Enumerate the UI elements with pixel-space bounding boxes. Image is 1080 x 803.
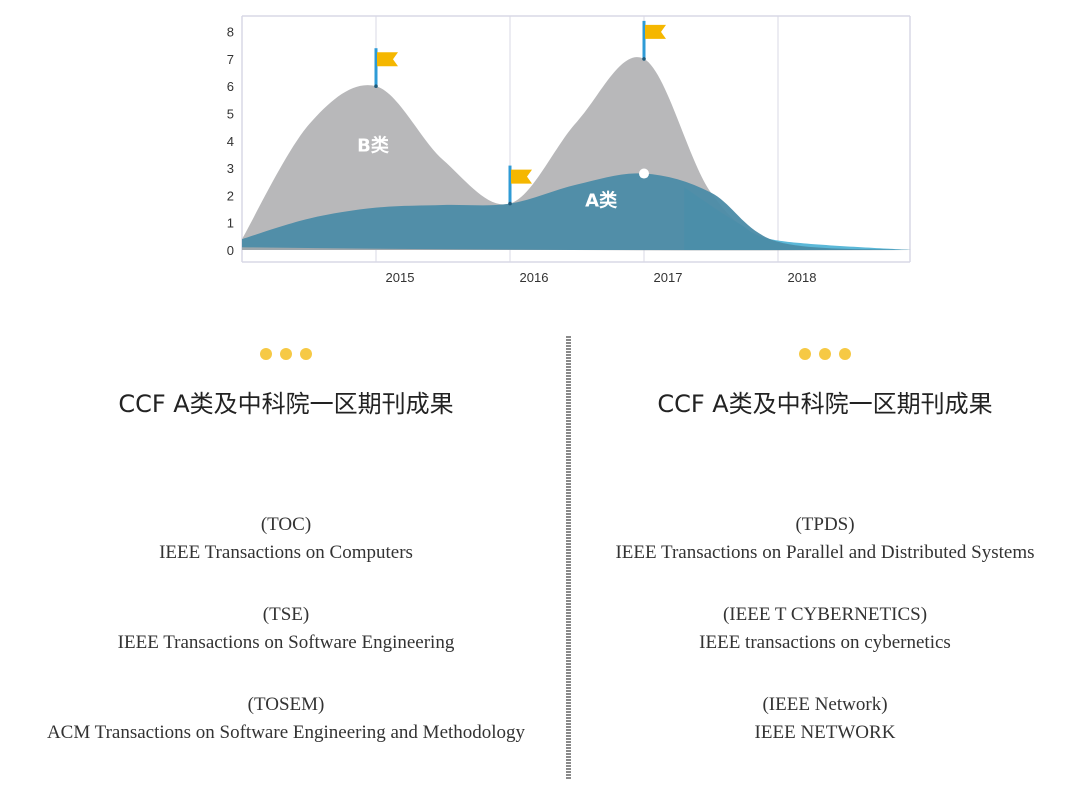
y-tick-label: 7 [227, 52, 234, 67]
y-tick-label: 6 [227, 79, 234, 94]
right-column: CCF A类及中科院一区期刊成果 (TPDS) IEEE Transaction… [555, 340, 1080, 781]
flag-icon [377, 52, 398, 67]
dot-icon [260, 348, 272, 360]
journal-abbr: (IEEE Network) [762, 694, 888, 715]
journal-abbr: (TOC) [260, 514, 312, 535]
journal-list: (TOC) IEEE Transactions on Computers (TS… [16, 511, 556, 747]
section-heading: CCF A类及中科院一区期刊成果 [657, 390, 993, 418]
dot-icon [300, 348, 312, 360]
decorative-dots [555, 348, 1080, 360]
flag-icon [511, 169, 532, 184]
y-tick-label: 2 [227, 188, 234, 203]
flag-base-point [374, 84, 378, 88]
y-tick-label: 3 [227, 161, 234, 176]
y-tick-label: 0 [227, 243, 234, 258]
y-tick-label: 4 [227, 134, 234, 149]
dot-icon [280, 348, 292, 360]
journal-name: ACM Transactions on Software Engineering… [46, 722, 526, 743]
decorative-dots [16, 348, 556, 360]
baseline-sliver [242, 247, 911, 251]
journal-item: (TPDS) IEEE Transactions on Parallel and… [555, 511, 1080, 567]
journal-name: IEEE Transactions on Parallel and Distri… [615, 542, 1035, 563]
x-tick-label: 2017 [654, 270, 683, 285]
journal-item: (TOC) IEEE Transactions on Computers [16, 511, 556, 567]
left-column: CCF A类及中科院一区期刊成果 (TOC) IEEE Transactions… [16, 340, 556, 781]
dot-icon [819, 348, 831, 360]
journal-item: (TSE) IEEE Transactions on Software Engi… [16, 601, 556, 657]
section-heading: CCF A类及中科院一区期刊成果 [118, 390, 454, 418]
x-tick-label: 2018 [788, 270, 817, 285]
journal-abbr: (IEEE T CYBERNETICS) [722, 604, 928, 625]
journal-name: IEEE NETWORK [754, 722, 896, 743]
column-divider [566, 336, 571, 780]
journal-abbr: (TSE) [262, 604, 310, 625]
journal-list: (TPDS) IEEE Transactions on Parallel and… [555, 511, 1080, 747]
journal-item: (TOSEM) ACM Transactions on Software Eng… [16, 691, 556, 747]
y-tick-label: 5 [227, 107, 234, 122]
y-tick-label: 1 [227, 216, 234, 231]
journal-item: (IEEE T CYBERNETICS) IEEE transactions o… [555, 601, 1080, 657]
x-tick-label: 2015 [386, 270, 415, 285]
flag-icon [645, 24, 666, 39]
journal-item: (IEEE Network) IEEE NETWORK [555, 691, 1080, 747]
journal-name: IEEE Transactions on Software Engineerin… [117, 632, 455, 653]
journal-name: IEEE Transactions on Computers [159, 542, 413, 563]
x-tick-label: 2016 [520, 270, 549, 285]
area-series-b [242, 57, 911, 251]
flag-base-point [642, 57, 646, 61]
journal-name: IEEE transactions on cybernetics [699, 632, 951, 653]
area-series-a [242, 173, 911, 250]
dot-icon [839, 348, 851, 360]
journal-abbr: (TPDS) [795, 514, 855, 535]
series-a-label: A类 [585, 189, 618, 211]
marker-point [639, 168, 649, 179]
journal-abbr: (TOSEM) [247, 694, 325, 715]
y-tick-label: 8 [227, 25, 234, 40]
series-b-label: B类 [357, 135, 390, 157]
area-chart: 2015 2016 2017 2018 0 1 2 3 4 5 6 7 8 B类 A类 [227, 15, 911, 285]
flag-base-point [508, 201, 512, 206]
dot-icon [799, 348, 811, 360]
